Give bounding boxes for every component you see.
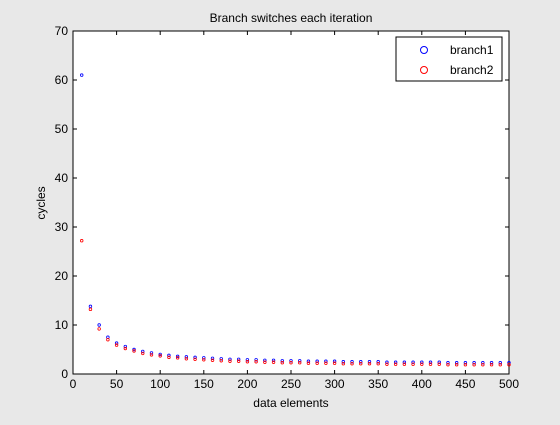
y-tick-label: 50 [55, 122, 69, 136]
y-tick-label: 70 [55, 24, 69, 38]
x-tick-label: 100 [150, 377, 170, 391]
legend[interactable]: branch1 branch2 [396, 37, 502, 81]
x-tick-label: 500 [499, 377, 519, 391]
x-axis-label: data elements [253, 396, 328, 410]
x-tick-label: 0 [70, 377, 77, 391]
x-tick-label: 350 [368, 377, 388, 391]
x-tick-label: 250 [281, 377, 301, 391]
x-tick-label: 150 [194, 377, 214, 391]
legend-label-branch2: branch2 [450, 63, 494, 77]
y-tick-label: 20 [55, 269, 69, 283]
y-tick-label: 10 [55, 318, 69, 332]
chart-title: Branch switches each iteration [210, 11, 373, 25]
x-tick-label: 450 [455, 377, 475, 391]
y-tick-label: 30 [55, 220, 69, 234]
x-tick-label: 400 [412, 377, 432, 391]
plot-area [73, 31, 509, 374]
y-axis-label: cycles [34, 186, 48, 219]
y-tick-label: 40 [55, 171, 69, 185]
legend-label-branch1: branch1 [450, 43, 494, 57]
x-tick-label: 50 [110, 377, 124, 391]
y-tick-label: 0 [61, 367, 68, 381]
x-tick-label: 200 [237, 377, 257, 391]
x-tick-label: 300 [325, 377, 345, 391]
y-tick-label: 60 [55, 73, 69, 87]
